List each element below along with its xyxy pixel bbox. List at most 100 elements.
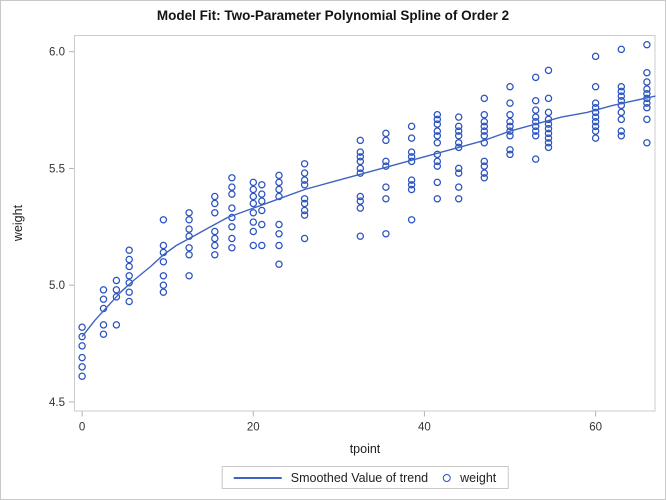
scatter-point bbox=[617, 132, 626, 140]
scatter-point bbox=[275, 260, 283, 268]
scatter-point bbox=[78, 353, 86, 362]
scatter-point bbox=[643, 40, 651, 49]
scatter-point bbox=[643, 103, 651, 112]
scatter-point bbox=[228, 223, 236, 231]
scatter-point bbox=[275, 192, 283, 201]
scatter-point bbox=[454, 195, 463, 203]
scatter-point bbox=[480, 122, 489, 131]
scatter-point bbox=[544, 108, 553, 117]
scatter-point bbox=[211, 209, 219, 217]
scatter-point bbox=[591, 103, 600, 112]
scatter-point bbox=[228, 244, 236, 252]
scatter-point bbox=[228, 174, 236, 182]
weight-marker-swatch-icon bbox=[443, 473, 452, 482]
scatter-point bbox=[228, 190, 236, 198]
scatter-point bbox=[382, 195, 390, 203]
scatter-point bbox=[185, 244, 193, 252]
scatter-point bbox=[125, 272, 133, 280]
scatter-point bbox=[617, 45, 626, 54]
scatter-point bbox=[300, 160, 309, 168]
scatter-point bbox=[258, 197, 266, 205]
scatter-point bbox=[531, 73, 540, 82]
scatter-point bbox=[185, 272, 193, 280]
scatter-point bbox=[228, 234, 236, 243]
scatter-point bbox=[480, 127, 489, 135]
scatter-point bbox=[78, 372, 86, 380]
scatter-point bbox=[591, 108, 600, 117]
scatter-point bbox=[506, 82, 514, 91]
y-tick-label: 5.0 bbox=[49, 280, 65, 292]
scatter-point bbox=[112, 293, 121, 301]
scatter-point bbox=[159, 272, 168, 280]
scatter-point bbox=[407, 216, 416, 224]
scatter-point bbox=[258, 206, 266, 215]
scatter-point bbox=[125, 297, 133, 306]
scatter-point bbox=[591, 122, 600, 131]
scatter-point bbox=[617, 101, 626, 110]
scatter-point bbox=[275, 230, 283, 238]
y-tick-label: 5.5 bbox=[49, 163, 65, 175]
scatter-point bbox=[506, 150, 514, 159]
scatter-point bbox=[454, 169, 463, 177]
scatter-point bbox=[591, 99, 600, 107]
scatter-point bbox=[480, 110, 489, 119]
scatter-point bbox=[531, 127, 540, 135]
scatter-point bbox=[356, 157, 365, 166]
scatter-point bbox=[249, 227, 258, 236]
scatter-point bbox=[125, 288, 133, 296]
scatter-point bbox=[531, 132, 540, 140]
scatter-point bbox=[300, 211, 309, 219]
scatter-point bbox=[159, 281, 168, 289]
x-tick-label: 20 bbox=[247, 422, 260, 434]
scatter-point bbox=[258, 241, 266, 250]
scatter-point bbox=[591, 134, 600, 142]
scatter-point bbox=[591, 52, 600, 61]
scatter-point bbox=[382, 183, 390, 191]
scatter-point bbox=[300, 199, 309, 208]
scatter-point bbox=[506, 127, 514, 135]
y-tick-label: 4.5 bbox=[49, 397, 65, 409]
scatter-point bbox=[591, 117, 600, 126]
scatter-point bbox=[433, 127, 442, 135]
scatter-point bbox=[643, 85, 651, 93]
scatter-point bbox=[112, 276, 121, 285]
scatter-point bbox=[454, 183, 463, 191]
scatter-point bbox=[125, 279, 133, 287]
scatter-point bbox=[480, 94, 489, 103]
scatter-point bbox=[275, 185, 283, 194]
scatter-point bbox=[78, 363, 86, 371]
scatter-point bbox=[433, 178, 442, 187]
scatter-point bbox=[249, 241, 258, 250]
scatter-point bbox=[480, 162, 489, 170]
scatter-point bbox=[356, 192, 365, 201]
scatter-point bbox=[433, 120, 442, 128]
scatter-point bbox=[300, 181, 309, 189]
scatter-point bbox=[211, 199, 219, 208]
scatter-point bbox=[407, 148, 416, 156]
scatter-point bbox=[433, 162, 442, 170]
scatter-point bbox=[480, 132, 489, 140]
scatter-point bbox=[185, 251, 193, 259]
scatter-point bbox=[356, 148, 365, 156]
scatter-point bbox=[643, 89, 651, 98]
scatter-point bbox=[112, 286, 121, 294]
scatter-point bbox=[275, 178, 283, 187]
scatter-point bbox=[228, 204, 236, 212]
scatter-point bbox=[407, 134, 416, 142]
scatter-point bbox=[643, 78, 651, 86]
scatter-point bbox=[407, 176, 416, 184]
x-tick-label: 40 bbox=[418, 422, 431, 434]
scatter-point bbox=[643, 68, 651, 77]
scatter-point bbox=[258, 181, 266, 189]
scatter-point bbox=[211, 251, 219, 259]
scatter-point bbox=[185, 225, 193, 233]
x-tick-label: 0 bbox=[79, 422, 85, 434]
scatter-point bbox=[356, 164, 365, 173]
legend-label-weight: weight bbox=[460, 470, 497, 485]
scatter-point bbox=[249, 218, 258, 226]
scatter-point bbox=[78, 332, 86, 341]
scatter-point bbox=[454, 122, 463, 131]
scatter-point bbox=[454, 127, 463, 135]
scatter-point bbox=[433, 139, 442, 147]
plot-frame bbox=[74, 35, 656, 412]
